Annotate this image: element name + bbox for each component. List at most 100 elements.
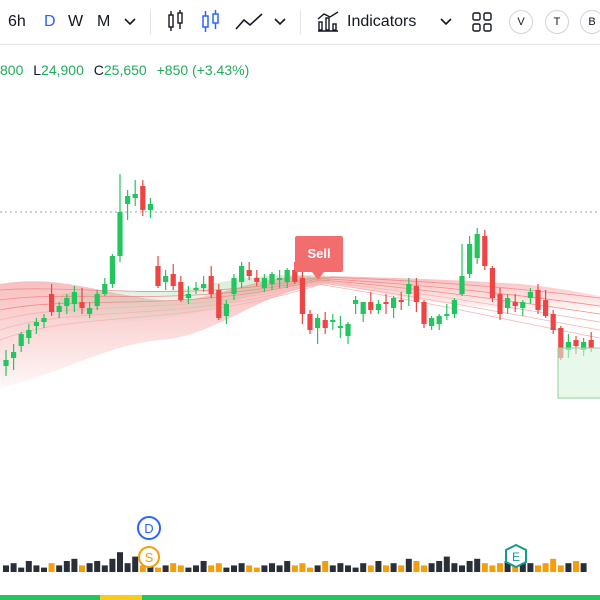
candle-body <box>467 244 473 274</box>
candle <box>307 310 313 334</box>
candle <box>383 294 389 314</box>
volume-bar <box>109 558 116 572</box>
candle <box>421 300 427 328</box>
range-week-button[interactable]: W <box>68 13 84 30</box>
volume-bar <box>86 563 93 572</box>
volume-bar <box>162 565 169 572</box>
volume-bar <box>307 567 313 572</box>
ribbon-line <box>0 281 600 323</box>
candle-body <box>558 328 564 358</box>
volume-bar <box>193 565 199 572</box>
round-button-t[interactable]: T <box>545 10 569 34</box>
candle-body <box>79 302 85 308</box>
volume-bar <box>550 558 557 572</box>
bar-chart-icon[interactable] <box>166 9 186 35</box>
candle-body <box>132 194 138 198</box>
candle <box>527 288 533 304</box>
candle-body <box>360 302 366 314</box>
line-chart-icon[interactable] <box>234 12 264 32</box>
candle-body <box>26 330 32 338</box>
volume-bar <box>527 563 534 572</box>
candle-body <box>406 284 412 294</box>
candle <box>322 312 328 334</box>
range-month-button[interactable]: M <box>97 13 111 30</box>
candle <box>87 302 93 318</box>
interval-button[interactable]: 6h <box>8 13 26 30</box>
candle-body <box>33 322 39 326</box>
volume-bar <box>208 565 215 572</box>
candle-body <box>140 186 146 210</box>
volume-bar <box>269 563 275 572</box>
chevron-down-icon[interactable] <box>440 17 452 27</box>
candle <box>239 262 245 288</box>
candle <box>550 310 556 334</box>
candle-body <box>87 308 93 314</box>
candle <box>345 322 351 344</box>
earnings-hexagon-icon <box>505 543 527 569</box>
volume-bar <box>428 563 435 572</box>
dividend-circle-icon <box>137 516 161 540</box>
candle <box>337 316 343 338</box>
candle-body <box>18 334 24 346</box>
legend-change: +850 (+3.43%) <box>156 62 250 78</box>
candle <box>140 180 146 216</box>
volume-bar <box>329 565 336 572</box>
candle <box>315 314 321 344</box>
candlestick-chart-icon[interactable] <box>200 9 222 35</box>
volume-bar <box>413 561 420 572</box>
volume-bar <box>383 565 389 572</box>
candle <box>269 272 275 290</box>
volume-bar <box>18 567 25 572</box>
legend-open-value: 800 <box>0 62 24 78</box>
volume-bar <box>405 558 412 572</box>
candle <box>436 314 442 330</box>
chevron-down-icon[interactable] <box>274 17 286 27</box>
ribbon-line <box>0 278 600 307</box>
volume-bar <box>200 561 207 572</box>
candle-body <box>239 266 245 282</box>
indicators-icon[interactable] <box>316 11 340 33</box>
layout-grid-icon[interactable] <box>472 12 492 32</box>
candle-body <box>64 298 70 306</box>
earnings-marker[interactable]: E <box>505 543 527 569</box>
candle-body <box>94 294 100 306</box>
volume-bar <box>3 565 9 572</box>
candle <box>368 292 374 314</box>
volume-bar <box>117 552 123 572</box>
ribbon-band-right <box>330 276 600 311</box>
candle-body <box>421 302 427 324</box>
round-button-b[interactable]: B <box>580 10 600 34</box>
candle <box>56 302 62 318</box>
candle-body <box>497 294 503 314</box>
candle <box>109 254 115 288</box>
candle-body <box>185 294 191 298</box>
volume-bar <box>367 565 374 572</box>
dividend-marker[interactable]: D <box>137 516 161 540</box>
price-chart[interactable]: Sell D S E <box>0 44 600 600</box>
volume-bar <box>238 563 245 572</box>
candle <box>292 262 298 284</box>
candle-body <box>512 302 518 306</box>
candle-body <box>353 300 359 304</box>
split-marker[interactable]: S <box>138 546 160 568</box>
candle <box>102 278 108 296</box>
volume-bar <box>443 556 450 572</box>
candle <box>520 300 526 316</box>
volume-bar <box>291 565 298 572</box>
candle <box>246 262 252 280</box>
volume-bar <box>497 563 503 572</box>
volume-bar <box>276 565 283 572</box>
indicators-button[interactable]: Indicators <box>347 13 417 30</box>
candle <box>71 286 77 312</box>
candle-body <box>41 318 47 322</box>
candle <box>79 288 85 314</box>
range-day-button[interactable]: D <box>44 13 56 30</box>
candle-body <box>277 278 283 280</box>
chevron-down-icon[interactable] <box>124 17 136 27</box>
sell-signal[interactable]: Sell <box>295 236 343 280</box>
candle-body <box>398 300 404 302</box>
round-button-v[interactable]: V <box>509 10 533 34</box>
candle <box>360 302 366 322</box>
candle <box>512 294 518 312</box>
legend-close-label: C <box>93 62 104 78</box>
